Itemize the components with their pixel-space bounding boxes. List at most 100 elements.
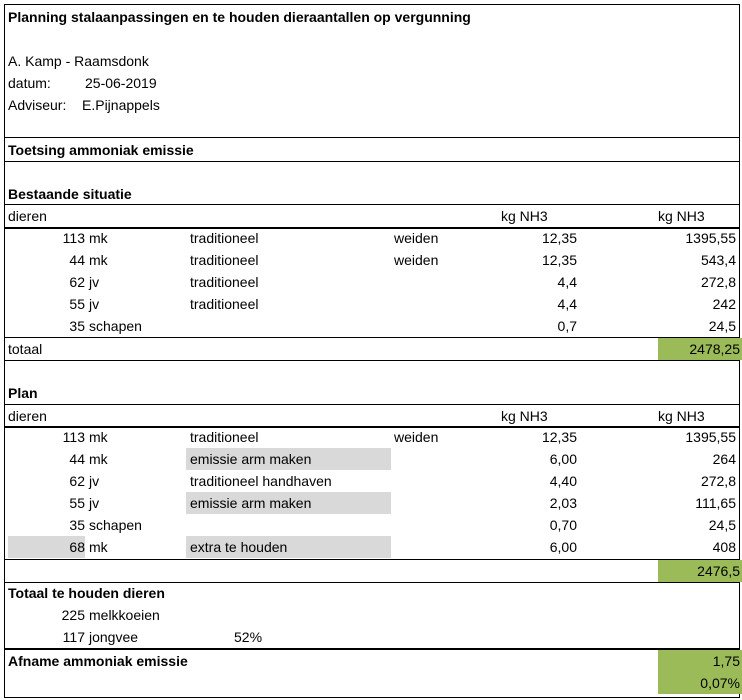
- young-label: jongvee: [89, 629, 139, 645]
- emission-total: 242: [712, 296, 736, 312]
- housing-system: [186, 315, 391, 337]
- table-row: 35 schapen 0,7 24,5: [5, 315, 739, 337]
- animal-count: 62: [69, 473, 85, 489]
- table-row: 62 jv traditioneel handhaven 4,40 272,8: [5, 470, 739, 492]
- grazing: weiden: [394, 230, 439, 246]
- divider: [5, 161, 739, 162]
- divider: [5, 337, 739, 338]
- reduction-percent: 0,07%: [658, 672, 742, 694]
- date-label: datum:: [8, 75, 51, 91]
- animal-count: 44: [69, 451, 85, 467]
- dairy-label: melkkoeien: [89, 607, 160, 623]
- section-title: Toetsing ammoniak emissie: [8, 142, 194, 158]
- emission-factor: 12,35: [541, 252, 577, 268]
- emission-factor: 12,35: [541, 429, 577, 445]
- animal-type: jv: [89, 495, 100, 511]
- animal-type: mk: [89, 539, 108, 555]
- col-factor-header: kg NH3: [501, 208, 548, 224]
- young-percentage: 52%: [234, 629, 263, 645]
- young-count: 117: [62, 629, 85, 645]
- emission-total: 264: [712, 451, 736, 467]
- table-row: 55 jv emissie arm maken 2,03 111,65: [5, 492, 739, 514]
- housing-system: traditioneel: [190, 230, 259, 246]
- emission-total: 543,4: [700, 252, 736, 268]
- client-name: A. Kamp - Raamsdonk: [8, 53, 149, 69]
- emission-factor: 12,35: [541, 230, 577, 246]
- emission-total: 24,5: [708, 517, 736, 533]
- emission-factor: 4,4: [557, 296, 577, 312]
- existing-total-label: totaal: [8, 341, 43, 357]
- emission-total: 111,65: [695, 495, 736, 511]
- grazing: weiden: [394, 429, 439, 445]
- table-row: 68 mk extra te houden 6,00 408: [5, 536, 739, 558]
- table-row: 35 schapen 0,70 24,5: [5, 514, 739, 536]
- animal-count: 35: [69, 318, 85, 334]
- advisor-label: Adviseur:: [8, 97, 67, 113]
- col-animals-header: dieren: [8, 408, 47, 424]
- housing-system: traditioneel: [190, 274, 259, 290]
- table-row: 62 jv traditioneel 4,4 272,8: [5, 271, 739, 293]
- animal-count: 35: [69, 517, 85, 533]
- col-animals-header: dieren: [8, 208, 47, 224]
- table-row: 55 jv traditioneel 4,4 242: [5, 293, 739, 315]
- housing-system: extra te houden: [186, 536, 391, 558]
- existing-total-value: 2478,25: [658, 338, 742, 360]
- divider: [5, 648, 739, 650]
- emission-total: 272,8: [700, 274, 736, 290]
- totals-title: Totaal te houden dieren: [8, 585, 165, 601]
- emission-factor: 2,03: [549, 495, 577, 511]
- housing-system: traditioneel: [190, 296, 259, 312]
- animal-type: mk: [89, 230, 108, 246]
- emission-total: 272,8: [700, 473, 736, 489]
- housing-system: emissie arm maken: [186, 492, 391, 514]
- animal-count: 113: [62, 230, 85, 246]
- emission-factor: 4,4: [557, 274, 577, 290]
- animal-count: 113: [62, 429, 85, 445]
- animal-type: mk: [89, 252, 108, 268]
- col-total-header: kg NH3: [658, 408, 705, 424]
- animal-type: schapen: [89, 318, 142, 334]
- col-factor-header: kg NH3: [501, 408, 548, 424]
- animal-type: jv: [89, 473, 100, 489]
- divider: [5, 559, 739, 560]
- table-row: 44 mk traditioneel weiden 12,35 543,4: [5, 249, 739, 271]
- divider: [5, 582, 739, 583]
- emission-factor: 4,40: [549, 473, 577, 489]
- date-value: 25-06-2019: [85, 75, 157, 91]
- emission-total: 1395,55: [685, 429, 736, 445]
- animal-count: 55: [69, 296, 85, 312]
- divider: [5, 204, 739, 205]
- table-row: 113 mk traditioneel weiden 12,35 1395,55: [5, 426, 739, 448]
- animal-type: jv: [89, 274, 100, 290]
- emission-total: 24,5: [708, 318, 736, 334]
- housing-system: traditioneel handhaven: [190, 473, 332, 489]
- emission-factor: 0,70: [549, 517, 577, 533]
- col-total-header: kg NH3: [658, 208, 705, 224]
- animal-type: mk: [89, 429, 108, 445]
- animal-count: 44: [69, 252, 85, 268]
- divider: [5, 227, 739, 229]
- reduction-value: 1,75: [658, 650, 742, 672]
- emission-total: 1395,55: [685, 230, 736, 246]
- grazing: weiden: [394, 252, 439, 268]
- table-row: 44 mk emissie arm maken 6,00 264: [5, 448, 739, 470]
- emission-total: 408: [712, 539, 736, 555]
- housing-system: traditioneel: [190, 429, 259, 445]
- page-title: Planning stalaanpassingen en te houden d…: [8, 9, 471, 25]
- divider: [5, 137, 739, 138]
- housing-system: [186, 514, 391, 536]
- emission-factor: 6,00: [549, 539, 577, 555]
- divider: [5, 404, 739, 405]
- animal-type: schapen: [89, 517, 142, 533]
- animal-type: mk: [89, 451, 108, 467]
- dairy-count: 225: [61, 607, 85, 623]
- plan-title: Plan: [8, 385, 38, 401]
- animal-count: 55: [69, 495, 85, 511]
- divider: [5, 426, 739, 428]
- reduction-title: Afname ammoniak emissie: [8, 653, 188, 669]
- animal-count: 68: [8, 536, 85, 558]
- housing-system: emissie arm maken: [186, 448, 391, 470]
- existing-title: Bestaande situatie: [8, 186, 132, 202]
- plan-total-value: 2476,5: [658, 560, 742, 582]
- emission-factor: 0,7: [557, 318, 577, 334]
